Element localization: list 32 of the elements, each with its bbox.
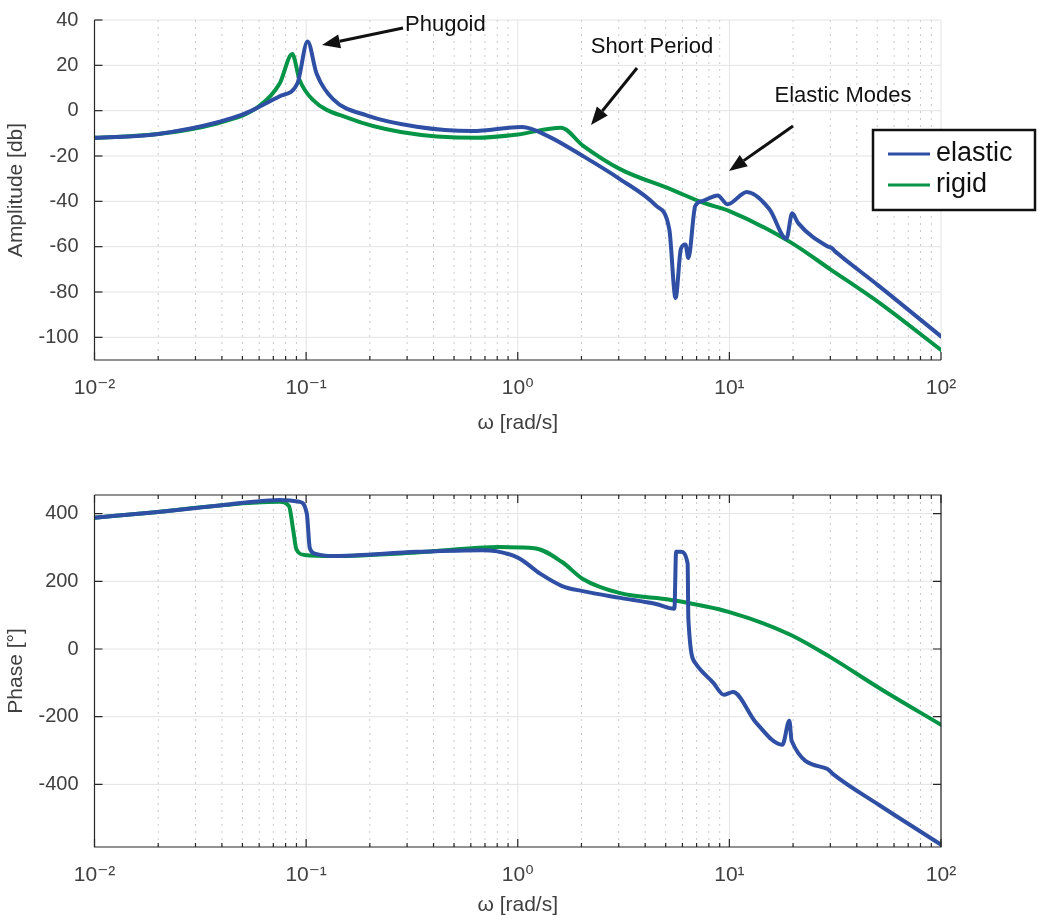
x-axis-title: ω [rad/s] — [477, 410, 559, 434]
x-tick-label: 10² — [925, 862, 957, 886]
annotation: Short Period — [590, 33, 714, 59]
y-tick-label: 0 — [67, 98, 79, 121]
x-axis-title: ω [rad/s] — [477, 892, 559, 916]
x-tick-label: 10¹ — [714, 862, 745, 886]
y-axis-title: Phase [°] — [3, 628, 27, 714]
y-tick-label: -100 — [38, 324, 79, 347]
legend-label: rigid — [936, 168, 988, 199]
x-tick-label: 10⁰ — [501, 375, 534, 399]
y-tick-label: 400 — [45, 501, 79, 524]
annotation: Elastic Modes — [774, 82, 912, 108]
y-tick-label: -20 — [49, 143, 79, 166]
x-tick-label: 10² — [925, 375, 957, 399]
y-tick-label: -60 — [49, 234, 79, 257]
x-tick-label: 10¹ — [714, 375, 745, 399]
y-tick-label: 200 — [45, 568, 79, 591]
x-tick-label: 10⁰ — [501, 862, 534, 886]
y-tick-label: -40 — [49, 188, 79, 211]
x-tick-label: 10⁻² — [73, 862, 116, 886]
y-tick-label: -200 — [38, 704, 79, 727]
y-tick-label: 40 — [56, 7, 79, 30]
y-tick-label: -400 — [38, 771, 79, 794]
y-tick-label: 20 — [56, 52, 79, 75]
x-tick-label: 10⁻¹ — [285, 862, 327, 886]
annotation: Phugoid — [405, 11, 486, 37]
y-tick-label: -80 — [49, 279, 79, 302]
x-tick-label: 10⁻¹ — [285, 375, 327, 399]
legend-label: elastic — [936, 137, 1013, 168]
y-axis-title: Amplitude [db] — [3, 122, 27, 258]
y-tick-label: 0 — [67, 636, 79, 659]
x-tick-label: 10⁻² — [73, 375, 116, 399]
